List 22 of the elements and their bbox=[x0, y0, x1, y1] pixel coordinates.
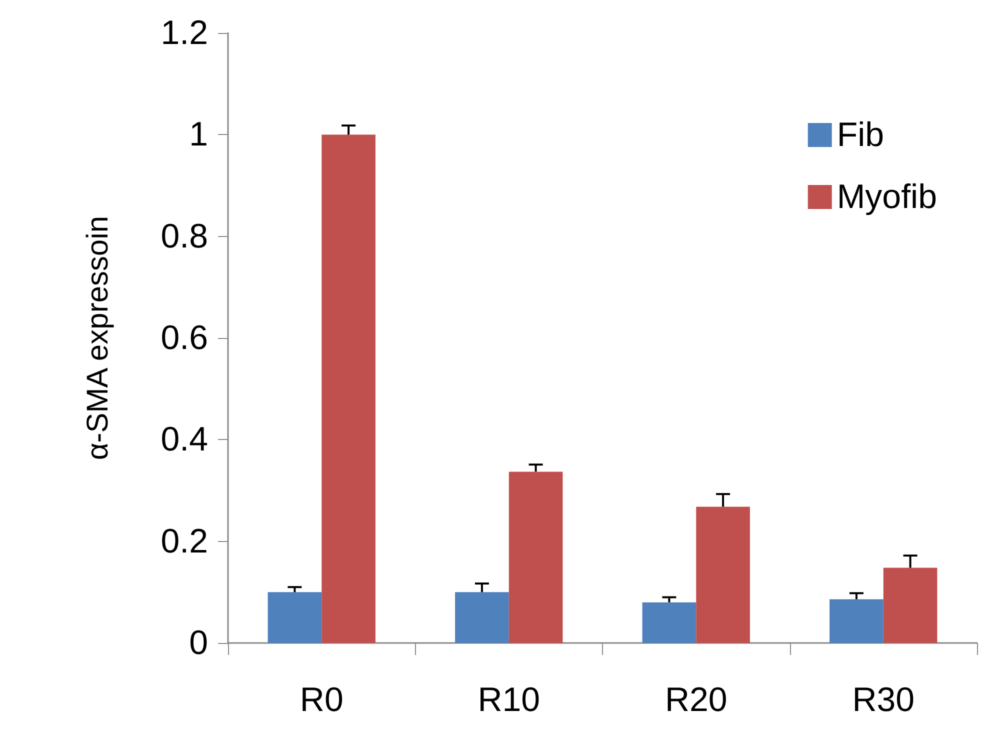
bar bbox=[268, 592, 322, 643]
x-tick-label: R0 bbox=[300, 681, 344, 719]
bar bbox=[322, 134, 376, 643]
bar bbox=[455, 592, 509, 643]
bar bbox=[642, 602, 696, 643]
y-tick-label: 0.2 bbox=[160, 522, 208, 560]
bar bbox=[883, 568, 938, 643]
bar bbox=[830, 599, 884, 643]
x-tick-label: R30 bbox=[852, 681, 915, 719]
y-axis-title: α-SMA expressoin bbox=[82, 216, 114, 460]
legend-label: Myofib bbox=[836, 178, 937, 216]
y-tick-label: 0.6 bbox=[160, 319, 208, 357]
y-tick-label: 0.8 bbox=[160, 217, 208, 256]
x-tick-label: R20 bbox=[664, 681, 728, 719]
x-tick-label: R10 bbox=[478, 681, 540, 719]
y-tick-label: 1.2 bbox=[160, 14, 208, 52]
bar bbox=[508, 472, 563, 643]
bar bbox=[696, 506, 750, 643]
legend-label: Fib bbox=[836, 116, 884, 154]
y-tick-label: 1 bbox=[189, 116, 208, 154]
y-tick-label: 0.4 bbox=[160, 420, 208, 459]
y-tick-label: 0 bbox=[189, 624, 208, 662]
